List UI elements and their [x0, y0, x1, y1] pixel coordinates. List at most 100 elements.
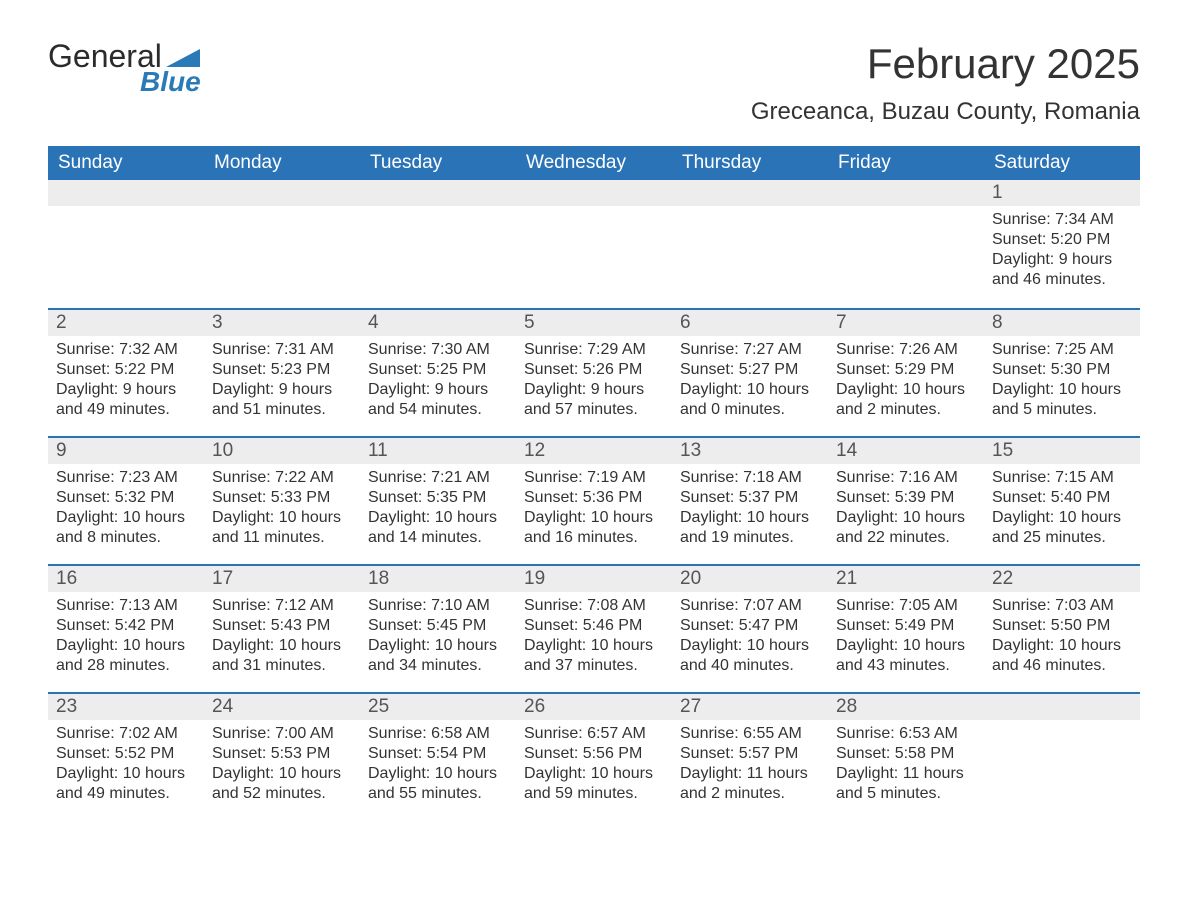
sunset-line: Sunset: 5:54 PM [368, 744, 508, 764]
day-number-bar [204, 180, 360, 206]
calendar-day-cell: 5Sunrise: 7:29 AMSunset: 5:26 PMDaylight… [516, 308, 672, 436]
calendar-day-cell: 18Sunrise: 7:10 AMSunset: 5:45 PMDayligh… [360, 564, 516, 692]
day-number-bar [672, 180, 828, 206]
sunset-line: Sunset: 5:46 PM [524, 616, 664, 636]
calendar-day-cell [204, 180, 360, 308]
location-subtitle: Greceanca, Buzau County, Romania [751, 98, 1140, 126]
sunrise-line: Sunrise: 7:05 AM [836, 596, 976, 616]
logo-word2: Blue [140, 68, 201, 96]
daylight-line: Daylight: 10 hours and 19 minutes. [680, 508, 820, 548]
sunrise-line: Sunrise: 7:19 AM [524, 468, 664, 488]
day-number: 26 [516, 692, 672, 720]
calendar-day-cell: 19Sunrise: 7:08 AMSunset: 5:46 PMDayligh… [516, 564, 672, 692]
calendar-table: SundayMondayTuesdayWednesdayThursdayFrid… [48, 146, 1140, 820]
calendar-week-row: 2Sunrise: 7:32 AMSunset: 5:22 PMDaylight… [48, 308, 1140, 436]
daylight-line: Daylight: 10 hours and 2 minutes. [836, 380, 976, 420]
calendar-day-cell: 13Sunrise: 7:18 AMSunset: 5:37 PMDayligh… [672, 436, 828, 564]
daylight-line: Daylight: 10 hours and 31 minutes. [212, 636, 352, 676]
sunrise-line: Sunrise: 7:00 AM [212, 724, 352, 744]
daylight-line: Daylight: 10 hours and 59 minutes. [524, 764, 664, 804]
daylight-line: Daylight: 10 hours and 55 minutes. [368, 764, 508, 804]
calendar-day-cell: 17Sunrise: 7:12 AMSunset: 5:43 PMDayligh… [204, 564, 360, 692]
sunset-line: Sunset: 5:45 PM [368, 616, 508, 636]
weekday-header: Saturday [984, 146, 1140, 180]
daylight-line: Daylight: 10 hours and 25 minutes. [992, 508, 1132, 548]
sunset-line: Sunset: 5:32 PM [56, 488, 196, 508]
weekday-header: Monday [204, 146, 360, 180]
sunrise-line: Sunrise: 7:18 AM [680, 468, 820, 488]
sunrise-line: Sunrise: 7:21 AM [368, 468, 508, 488]
calendar-day-cell: 16Sunrise: 7:13 AMSunset: 5:42 PMDayligh… [48, 564, 204, 692]
calendar-day-cell: 10Sunrise: 7:22 AMSunset: 5:33 PMDayligh… [204, 436, 360, 564]
sunset-line: Sunset: 5:52 PM [56, 744, 196, 764]
sunset-line: Sunset: 5:25 PM [368, 360, 508, 380]
calendar-day-cell [516, 180, 672, 308]
sunrise-line: Sunrise: 7:27 AM [680, 340, 820, 360]
day-details: Sunrise: 7:10 AMSunset: 5:45 PMDaylight:… [360, 592, 516, 684]
daylight-line: Daylight: 10 hours and 5 minutes. [992, 380, 1132, 420]
weekday-header: Wednesday [516, 146, 672, 180]
sunset-line: Sunset: 5:58 PM [836, 744, 976, 764]
daylight-line: Daylight: 10 hours and 52 minutes. [212, 764, 352, 804]
day-number: 1 [984, 180, 1140, 206]
calendar-day-cell: 23Sunrise: 7:02 AMSunset: 5:52 PMDayligh… [48, 692, 204, 820]
day-number: 23 [48, 692, 204, 720]
calendar-day-cell [984, 692, 1140, 820]
calendar-day-cell: 7Sunrise: 7:26 AMSunset: 5:29 PMDaylight… [828, 308, 984, 436]
sunrise-line: Sunrise: 7:03 AM [992, 596, 1132, 616]
calendar-day-cell: 27Sunrise: 6:55 AMSunset: 5:57 PMDayligh… [672, 692, 828, 820]
sunrise-line: Sunrise: 6:53 AM [836, 724, 976, 744]
day-number-bar [360, 180, 516, 206]
day-details: Sunrise: 7:18 AMSunset: 5:37 PMDaylight:… [672, 464, 828, 556]
daylight-line: Daylight: 9 hours and 51 minutes. [212, 380, 352, 420]
sunset-line: Sunset: 5:29 PM [836, 360, 976, 380]
daylight-line: Daylight: 10 hours and 11 minutes. [212, 508, 352, 548]
calendar-day-cell: 1Sunrise: 7:34 AMSunset: 5:20 PMDaylight… [984, 180, 1140, 308]
sunset-line: Sunset: 5:35 PM [368, 488, 508, 508]
day-details: Sunrise: 7:13 AMSunset: 5:42 PMDaylight:… [48, 592, 204, 684]
day-details: Sunrise: 7:34 AMSunset: 5:20 PMDaylight:… [984, 206, 1140, 298]
day-number: 3 [204, 308, 360, 336]
calendar-day-cell: 12Sunrise: 7:19 AMSunset: 5:36 PMDayligh… [516, 436, 672, 564]
day-number: 12 [516, 436, 672, 464]
day-details: Sunrise: 7:23 AMSunset: 5:32 PMDaylight:… [48, 464, 204, 556]
sunset-line: Sunset: 5:20 PM [992, 230, 1132, 250]
sunset-line: Sunset: 5:57 PM [680, 744, 820, 764]
daylight-line: Daylight: 11 hours and 5 minutes. [836, 764, 976, 804]
day-details: Sunrise: 7:19 AMSunset: 5:36 PMDaylight:… [516, 464, 672, 556]
sunrise-line: Sunrise: 7:13 AM [56, 596, 196, 616]
calendar-day-cell: 26Sunrise: 6:57 AMSunset: 5:56 PMDayligh… [516, 692, 672, 820]
sunrise-line: Sunrise: 7:10 AM [368, 596, 508, 616]
calendar-day-cell: 11Sunrise: 7:21 AMSunset: 5:35 PMDayligh… [360, 436, 516, 564]
day-number: 20 [672, 564, 828, 592]
sunset-line: Sunset: 5:36 PM [524, 488, 664, 508]
sunrise-line: Sunrise: 7:34 AM [992, 210, 1132, 230]
day-number: 10 [204, 436, 360, 464]
calendar-day-cell: 25Sunrise: 6:58 AMSunset: 5:54 PMDayligh… [360, 692, 516, 820]
sunset-line: Sunset: 5:23 PM [212, 360, 352, 380]
day-details: Sunrise: 7:31 AMSunset: 5:23 PMDaylight:… [204, 336, 360, 428]
daylight-line: Daylight: 10 hours and 49 minutes. [56, 764, 196, 804]
calendar-day-cell [360, 180, 516, 308]
sunset-line: Sunset: 5:53 PM [212, 744, 352, 764]
logo-flag-icon [166, 45, 200, 67]
daylight-line: Daylight: 10 hours and 8 minutes. [56, 508, 196, 548]
calendar-day-cell: 2Sunrise: 7:32 AMSunset: 5:22 PMDaylight… [48, 308, 204, 436]
day-number: 27 [672, 692, 828, 720]
day-number: 25 [360, 692, 516, 720]
sunrise-line: Sunrise: 7:25 AM [992, 340, 1132, 360]
sunset-line: Sunset: 5:37 PM [680, 488, 820, 508]
calendar-day-cell: 28Sunrise: 6:53 AMSunset: 5:58 PMDayligh… [828, 692, 984, 820]
sunset-line: Sunset: 5:22 PM [56, 360, 196, 380]
calendar-day-cell [828, 180, 984, 308]
month-title: February 2025 [751, 40, 1140, 88]
day-number: 17 [204, 564, 360, 592]
calendar-day-cell: 22Sunrise: 7:03 AMSunset: 5:50 PMDayligh… [984, 564, 1140, 692]
day-number: 8 [984, 308, 1140, 336]
calendar-day-cell: 4Sunrise: 7:30 AMSunset: 5:25 PMDaylight… [360, 308, 516, 436]
sunset-line: Sunset: 5:33 PM [212, 488, 352, 508]
sunset-line: Sunset: 5:42 PM [56, 616, 196, 636]
day-details: Sunrise: 7:08 AMSunset: 5:46 PMDaylight:… [516, 592, 672, 684]
day-details: Sunrise: 6:58 AMSunset: 5:54 PMDaylight:… [360, 720, 516, 812]
day-details: Sunrise: 6:55 AMSunset: 5:57 PMDaylight:… [672, 720, 828, 812]
